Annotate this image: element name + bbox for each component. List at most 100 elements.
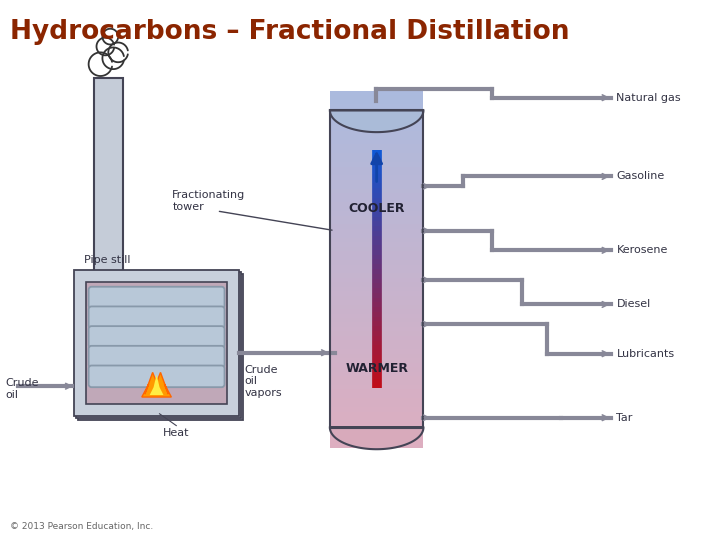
FancyBboxPatch shape bbox=[89, 326, 225, 348]
FancyBboxPatch shape bbox=[78, 274, 243, 420]
FancyBboxPatch shape bbox=[89, 287, 225, 308]
Bar bbox=[330, 158, 423, 163]
Bar bbox=[330, 148, 423, 154]
Bar bbox=[330, 260, 423, 266]
Bar bbox=[330, 131, 423, 136]
Bar bbox=[330, 215, 423, 221]
Bar bbox=[330, 126, 423, 132]
Bar bbox=[330, 340, 423, 346]
Bar bbox=[330, 372, 423, 377]
Bar bbox=[330, 109, 423, 114]
Bar bbox=[330, 136, 423, 141]
Bar bbox=[330, 144, 423, 150]
FancyBboxPatch shape bbox=[74, 270, 239, 416]
Bar bbox=[330, 153, 423, 159]
Bar bbox=[330, 291, 423, 297]
Bar bbox=[330, 434, 423, 440]
Bar bbox=[330, 429, 423, 435]
Bar bbox=[330, 211, 423, 217]
Bar bbox=[330, 255, 423, 261]
Text: Kerosene: Kerosene bbox=[616, 245, 668, 255]
Text: Tar: Tar bbox=[616, 413, 633, 423]
Bar bbox=[330, 269, 423, 274]
Bar bbox=[330, 398, 423, 404]
Bar bbox=[330, 336, 423, 341]
Bar bbox=[330, 233, 423, 239]
Polygon shape bbox=[150, 374, 163, 395]
Text: Diesel: Diesel bbox=[616, 300, 651, 309]
Bar bbox=[330, 389, 423, 395]
Bar bbox=[330, 416, 423, 422]
Bar bbox=[330, 394, 423, 399]
Bar bbox=[330, 385, 423, 390]
Text: Natural gas: Natural gas bbox=[616, 93, 681, 103]
Bar bbox=[330, 349, 423, 355]
FancyBboxPatch shape bbox=[89, 366, 225, 387]
Bar bbox=[330, 202, 423, 207]
Bar bbox=[330, 113, 423, 118]
Bar bbox=[330, 247, 423, 252]
Bar bbox=[330, 180, 423, 185]
Bar bbox=[330, 122, 423, 127]
Bar bbox=[330, 287, 423, 292]
Text: © 2013 Pearson Education, Inc.: © 2013 Pearson Education, Inc. bbox=[10, 522, 153, 530]
Bar bbox=[330, 376, 423, 381]
Bar bbox=[330, 193, 423, 199]
Text: Hydrocarbons – Fractional Distillation: Hydrocarbons – Fractional Distillation bbox=[10, 19, 570, 45]
Text: Crude
oil: Crude oil bbox=[5, 379, 38, 400]
Bar bbox=[330, 273, 423, 279]
Bar bbox=[330, 300, 423, 306]
Bar bbox=[330, 358, 423, 363]
Text: WARMER: WARMER bbox=[345, 362, 408, 375]
Bar bbox=[330, 443, 423, 448]
Polygon shape bbox=[142, 373, 171, 397]
Bar bbox=[330, 332, 423, 337]
Bar bbox=[330, 278, 423, 284]
Bar bbox=[330, 421, 423, 426]
Bar bbox=[330, 162, 423, 167]
Bar bbox=[330, 220, 423, 225]
Bar bbox=[330, 229, 423, 234]
Bar bbox=[330, 296, 423, 301]
Bar bbox=[330, 251, 423, 256]
Bar bbox=[330, 198, 423, 203]
Text: COOLER: COOLER bbox=[348, 202, 405, 215]
Bar bbox=[330, 362, 423, 368]
Bar bbox=[330, 314, 423, 319]
Bar bbox=[330, 305, 423, 310]
Text: Pipe still: Pipe still bbox=[84, 255, 130, 265]
Text: Gasoline: Gasoline bbox=[616, 172, 665, 181]
Bar bbox=[330, 354, 423, 359]
Bar bbox=[330, 189, 423, 194]
Bar bbox=[330, 411, 423, 417]
FancyBboxPatch shape bbox=[89, 346, 225, 368]
Bar bbox=[330, 282, 423, 288]
Text: Lubricants: Lubricants bbox=[616, 349, 675, 359]
FancyBboxPatch shape bbox=[76, 272, 241, 418]
Bar bbox=[330, 380, 423, 386]
Bar bbox=[330, 176, 423, 181]
Bar bbox=[330, 91, 423, 96]
Bar bbox=[330, 309, 423, 315]
Bar bbox=[330, 207, 423, 212]
Bar bbox=[330, 345, 423, 350]
Bar bbox=[330, 95, 423, 100]
FancyBboxPatch shape bbox=[86, 282, 228, 404]
Bar bbox=[330, 407, 423, 413]
Bar bbox=[330, 171, 423, 177]
Bar bbox=[330, 184, 423, 190]
Text: Heat: Heat bbox=[163, 428, 189, 437]
Bar bbox=[330, 166, 423, 172]
Bar bbox=[330, 425, 423, 430]
Bar bbox=[330, 403, 423, 408]
Bar bbox=[330, 367, 423, 373]
Bar bbox=[330, 265, 423, 270]
Bar bbox=[330, 100, 423, 105]
Bar bbox=[330, 104, 423, 110]
Bar bbox=[330, 140, 423, 145]
Bar bbox=[330, 225, 423, 230]
Bar bbox=[330, 438, 423, 444]
Bar bbox=[330, 322, 423, 328]
Text: Crude
oil
vapors: Crude oil vapors bbox=[244, 364, 282, 398]
Bar bbox=[330, 238, 423, 243]
